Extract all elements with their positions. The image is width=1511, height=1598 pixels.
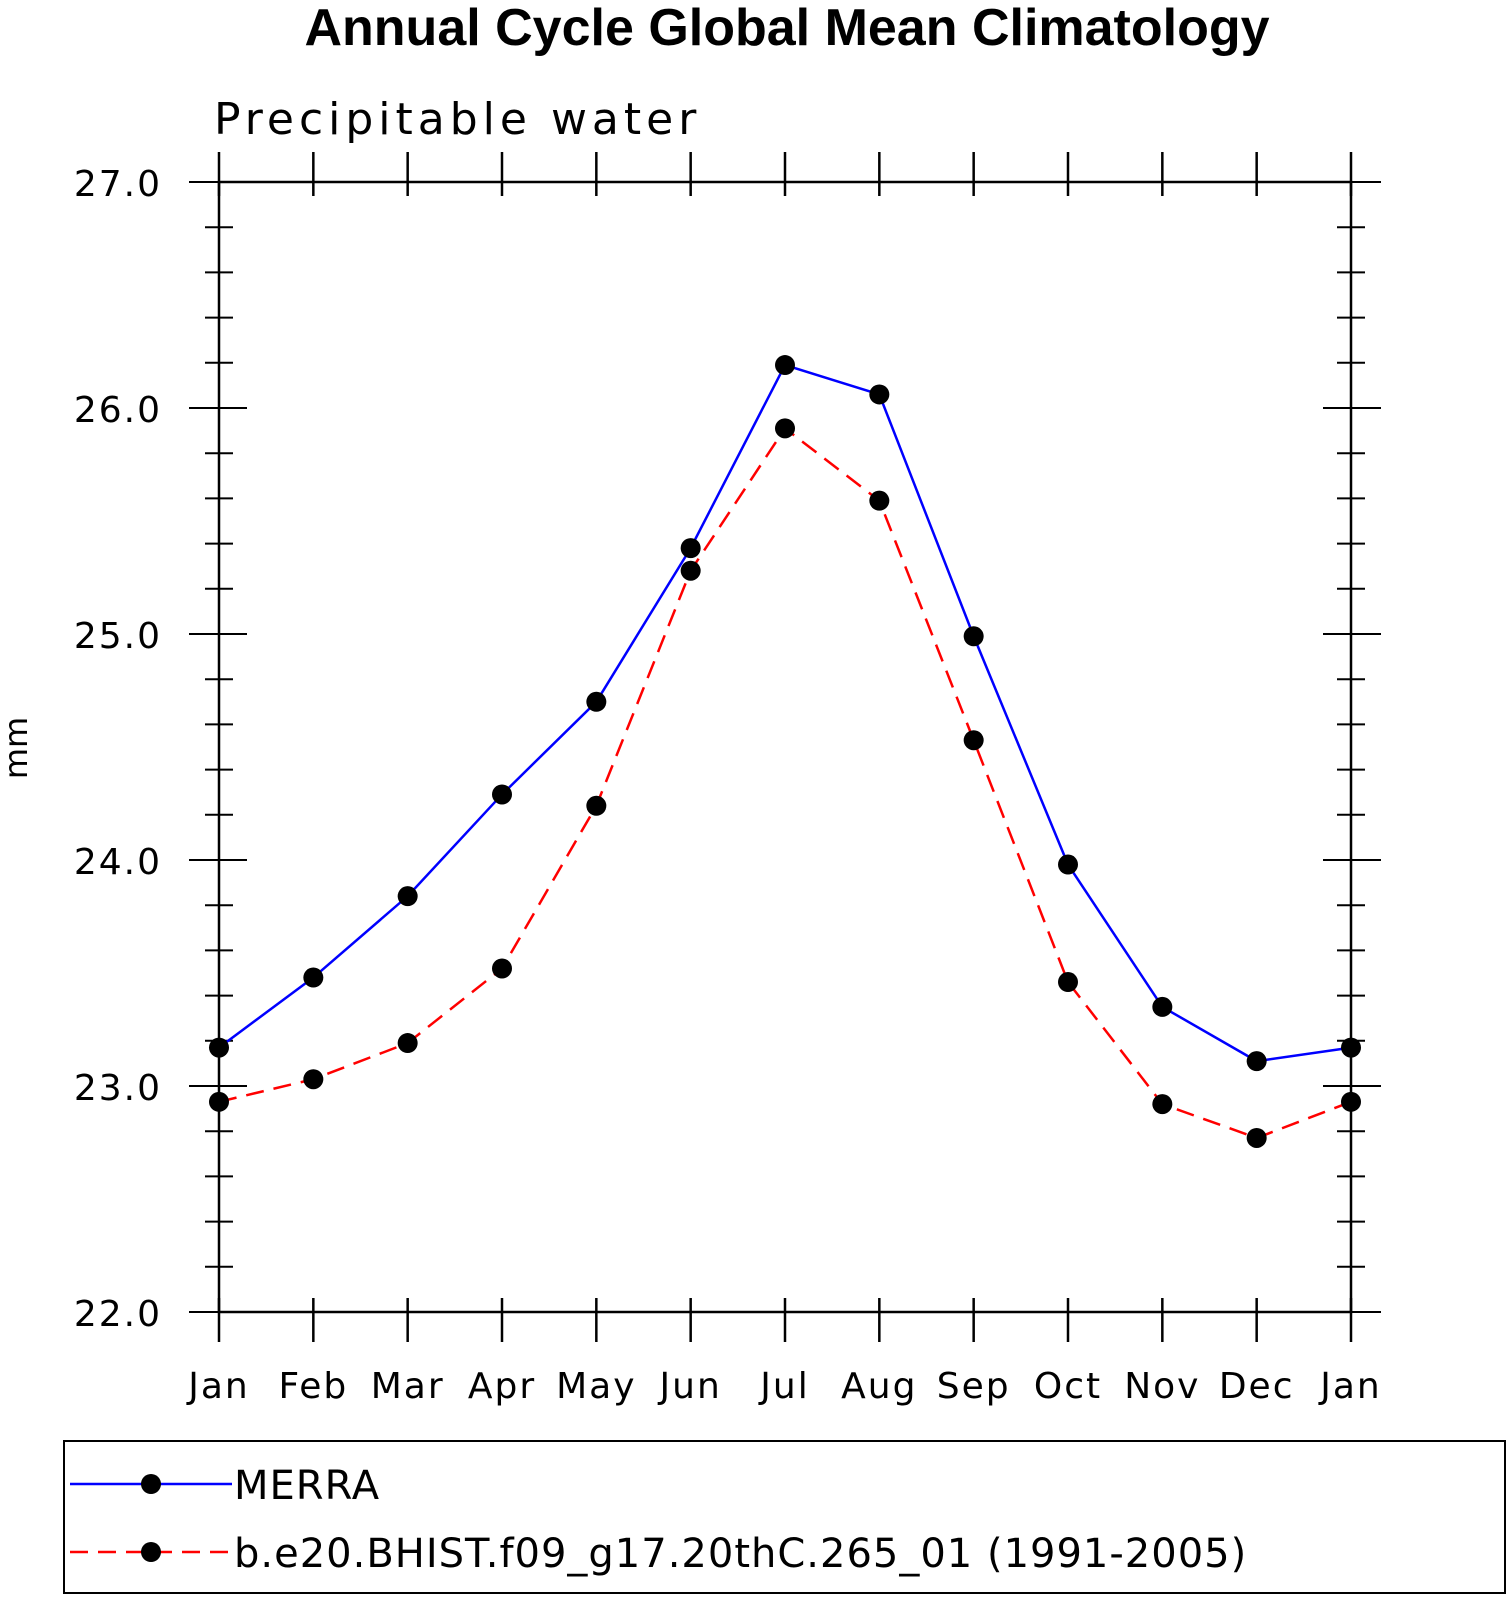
plot-frame	[217, 180, 1353, 1314]
x-tick-label: Sep	[937, 1366, 1011, 1407]
y-tick-label: 22.0	[74, 1294, 162, 1335]
legend-marker-merra	[141, 1474, 161, 1494]
series-layer	[209, 355, 1361, 1148]
data-point-merra	[586, 691, 607, 712]
legend-label-model: b.e20.BHIST.f09_g17.20thC.265_01 (1991-2…	[234, 1531, 1247, 1577]
y-tick-label: 25.0	[74, 616, 162, 657]
data-point-model	[1058, 972, 1078, 993]
data-point-model	[586, 795, 607, 816]
x-tick-label: Oct	[1034, 1366, 1102, 1407]
x-tick-label: Dec	[1219, 1366, 1295, 1407]
legend: MERRA b.e20.BHIST.f09_g17.20thC.265_01 (…	[63, 1440, 1506, 1594]
data-point-merra	[209, 1037, 229, 1058]
series-line-merra	[218, 363, 1352, 1063]
x-tick-labels: Jan Feb Mar Apr May Jun Jul Aug Sep Oct Nov Dec Jan	[186, 1366, 1382, 1407]
y-tick-label: 23.0	[74, 1068, 162, 1109]
legend-label-merra: MERRA	[234, 1463, 380, 1509]
data-point-model	[1152, 1094, 1173, 1115]
data-point-merra	[869, 384, 890, 405]
y-axis-label: mm	[0, 717, 35, 779]
data-point-merra	[963, 626, 984, 647]
data-point-model	[680, 560, 701, 581]
x-tick-label: Jul	[758, 1366, 809, 1407]
y-tick-label: 26.0	[74, 390, 162, 431]
x-tick-label: May	[556, 1366, 636, 1407]
x-tick-label: Feb	[278, 1366, 348, 1407]
data-point-model	[209, 1091, 229, 1112]
series-line-model	[218, 426, 1352, 1140]
data-point-merra	[1152, 996, 1173, 1017]
x-tick-label: Mar	[371, 1366, 445, 1407]
data-point-merra	[1058, 854, 1078, 875]
data-point-model	[963, 730, 984, 751]
data-point-merra	[303, 967, 324, 988]
data-point-merra	[397, 886, 418, 907]
legend-marker-model	[141, 1542, 161, 1562]
axis-ticks	[189, 152, 1381, 1342]
data-point-merra	[1246, 1051, 1267, 1072]
y-tick-label: 27.0	[74, 164, 162, 205]
data-point-model	[303, 1069, 324, 1090]
data-point-merra	[492, 784, 512, 805]
data-point-model	[1246, 1127, 1267, 1148]
x-tick-label: Jan	[186, 1366, 250, 1407]
x-tick-label: Jan	[1318, 1366, 1382, 1407]
y-tick-label: 24.0	[74, 842, 162, 883]
data-point-model	[492, 958, 512, 979]
chart-title: Annual Cycle Global Mean Climatology	[304, 0, 1269, 57]
data-point-merra	[775, 355, 795, 376]
x-tick-label: Nov	[1124, 1366, 1200, 1407]
data-point-merra	[1341, 1037, 1361, 1058]
x-tick-label: Aug	[841, 1366, 917, 1407]
data-point-model	[1341, 1091, 1361, 1112]
data-point-model	[397, 1033, 418, 1054]
data-point-model	[775, 418, 795, 439]
legend-box	[63, 1440, 1506, 1594]
x-tick-label: Jun	[658, 1366, 722, 1407]
chart-subtitle: Precipitable water	[214, 94, 701, 145]
data-point-model	[869, 490, 890, 511]
x-tick-label: Apr	[468, 1366, 536, 1407]
data-point-merra	[680, 538, 701, 559]
y-tick-labels: 22.0 23.0 24.0 25.0 26.0 27.0	[74, 164, 162, 1335]
